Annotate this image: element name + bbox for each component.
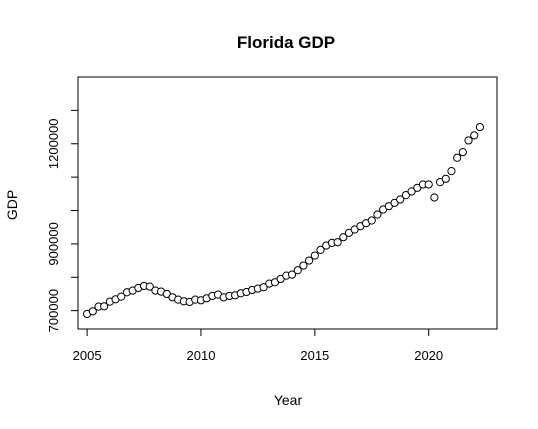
data-point (339, 233, 348, 242)
data-point (299, 261, 308, 270)
y-tick-label: 900000 (46, 222, 61, 265)
data-point (259, 283, 268, 292)
data-point (475, 122, 485, 132)
data-point (316, 245, 325, 254)
x-axis-label: Year (274, 392, 303, 408)
data-points (83, 122, 485, 319)
data-point (441, 174, 450, 183)
x-axis: 2005 2010 2015 2020 (73, 329, 443, 363)
chart-title: Florida GDP (237, 33, 335, 52)
data-point (453, 153, 462, 162)
x-tick-label: 2010 (187, 348, 216, 363)
data-point (333, 238, 342, 247)
x-tick-label: 2020 (414, 348, 443, 363)
data-point (401, 191, 411, 200)
data-point (407, 187, 416, 196)
data-point (88, 307, 97, 316)
data-point (293, 266, 302, 275)
x-tick-label: 2015 (300, 348, 329, 363)
data-point (373, 210, 382, 219)
plot-frame (77, 76, 498, 330)
y-axis: 700000 900000 1200000 (46, 109, 78, 332)
x-tick-label: 2005 (73, 348, 102, 363)
data-point (470, 131, 479, 140)
data-point (367, 216, 376, 225)
y-tick-label: 700000 (46, 289, 61, 332)
data-point (464, 136, 473, 145)
data-point (424, 180, 433, 189)
y-axis-label: GDP (4, 190, 20, 220)
data-point (287, 270, 297, 279)
data-point (447, 167, 456, 176)
y-tick-label: 1200000 (46, 118, 61, 169)
data-point (117, 292, 126, 301)
data-point (458, 147, 467, 157)
data-point (396, 195, 405, 204)
data-point (145, 282, 154, 291)
data-point (100, 302, 109, 311)
data-point (310, 251, 319, 260)
data-point (305, 256, 314, 265)
data-point (430, 193, 439, 202)
